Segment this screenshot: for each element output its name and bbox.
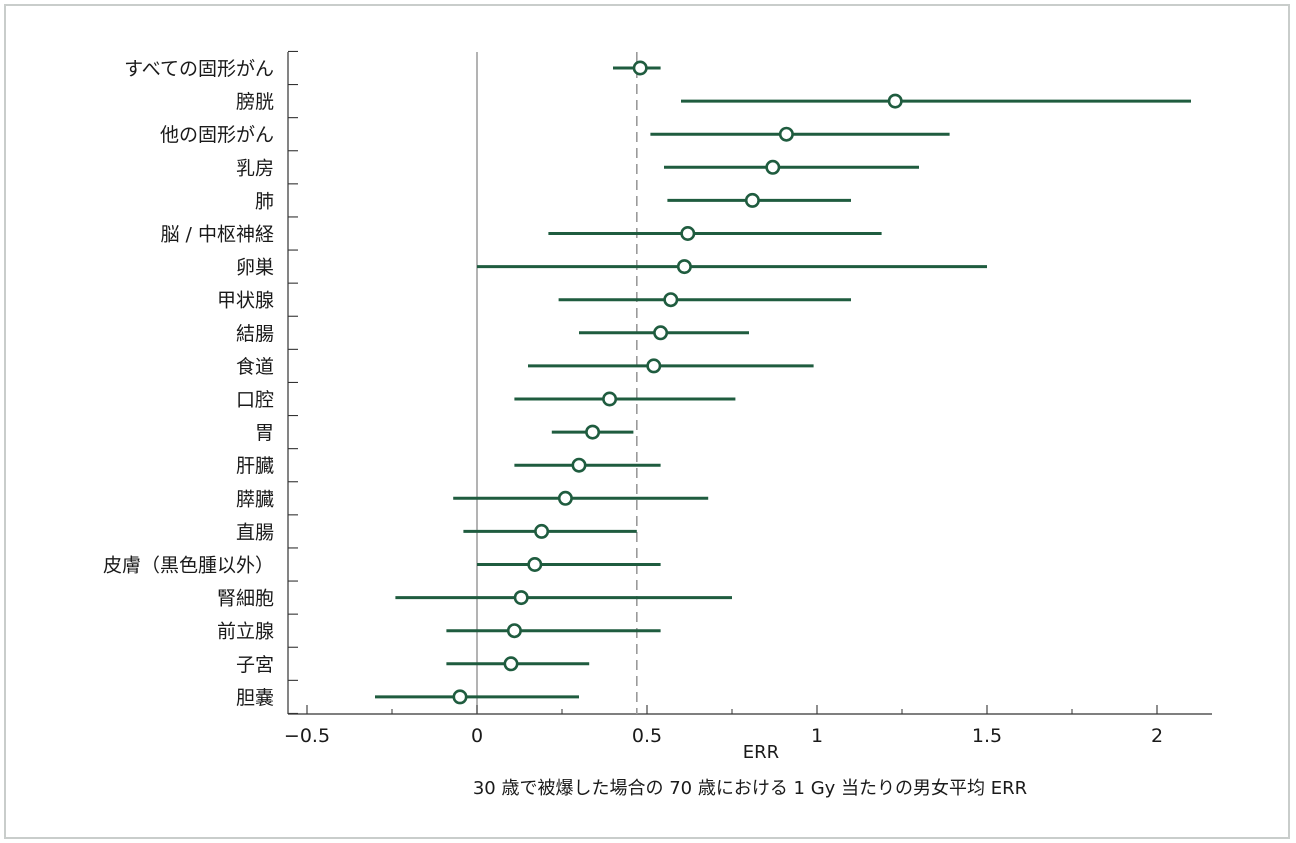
point-estimate [663,292,679,308]
category-label: 結腸 [236,323,274,345]
point-estimate [452,689,468,705]
category-label: 前立腺 [217,621,274,643]
point-estimate [680,226,696,242]
category-label: 膀胱 [236,91,274,113]
point-estimate [503,656,519,672]
point-estimate [887,93,903,109]
x-axis-title: ERR [743,742,779,763]
x-tick-label: 1 [811,725,823,747]
point-estimate [571,457,587,473]
point-estimate [602,391,618,407]
x-tick-label: 0.5 [632,725,662,747]
point-estimate [506,623,522,639]
category-label: 腎細胞 [217,588,274,610]
x-tick-label: 1.5 [972,725,1002,747]
chart-caption: 30 歳で被爆した場合の 70 歳における 1 Gy 当たりの男女平均 ERR [473,778,1027,799]
category-label: 膵臓 [236,488,274,510]
category-label: 他の固形がん [160,124,274,146]
x-tick-label: 2 [1151,725,1163,747]
category-label: すべての固形がん [124,58,274,80]
point-estimate [632,60,648,76]
category-label: 直腸 [236,521,274,543]
point-estimate [557,490,573,506]
category-label: 皮膚（黒色腫以外） [103,555,274,577]
point-estimate [646,358,662,374]
category-label: 胆嚢 [236,687,274,709]
category-label: 脳 / 中枢神経 [161,224,274,246]
category-label: 甲状腺 [217,290,274,312]
category-label: 肺 [255,190,274,212]
point-estimate [513,590,529,606]
point-estimate [765,159,781,175]
category-label: 胃 [255,422,274,444]
category-label: 乳房 [236,157,274,179]
point-estimate [778,126,794,142]
x-tick-label: −0.5 [284,725,330,747]
point-estimate [653,325,669,341]
category-label: 子宮 [236,654,274,676]
figure-frame [4,4,1290,839]
category-label: 食道 [236,356,274,378]
point-estimate [676,259,692,275]
ticks-group: −0.5 0 0.5 1 1.5 2 [284,50,1163,747]
category-label: 肝臓 [236,455,274,477]
point-estimate [585,424,601,440]
category-label: 口腔 [236,389,274,411]
x-tick-label: 0 [471,725,483,747]
point-estimate [744,192,760,208]
category-label: 卵巣 [236,257,274,279]
marks-group [375,60,1191,705]
axes-group [287,52,1212,715]
point-estimate [527,556,543,572]
point-estimate [534,523,550,539]
